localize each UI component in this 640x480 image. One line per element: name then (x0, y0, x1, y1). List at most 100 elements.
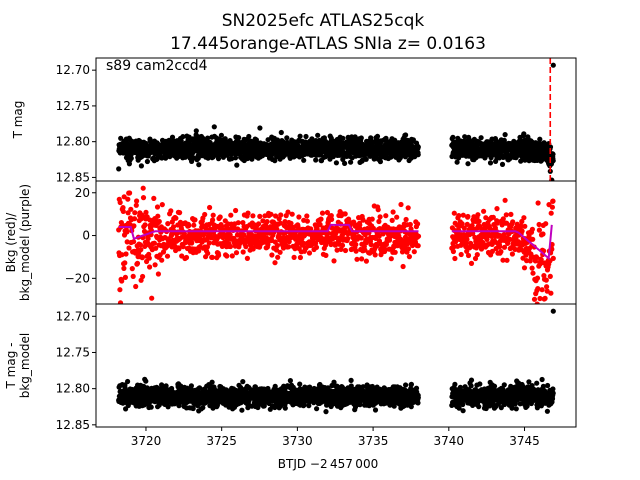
bkg-point (173, 215, 179, 221)
bkg-point (233, 207, 239, 214)
bkg-point (160, 249, 167, 255)
bkg-point (304, 213, 310, 219)
y-axis-label: T mag (11, 101, 25, 140)
bkg-point (354, 256, 360, 262)
bkg-point (372, 252, 378, 258)
data-point (218, 132, 224, 138)
bkg-point (405, 246, 412, 252)
data-point (487, 160, 494, 166)
bkg-point (377, 214, 383, 220)
data-point (450, 134, 456, 140)
bkg-point (177, 210, 183, 216)
data-point (239, 407, 245, 413)
bkg-point (498, 249, 504, 255)
bkg-point (291, 254, 297, 260)
data-point (410, 137, 416, 143)
bkg-point (183, 254, 190, 261)
bkg-point (392, 249, 398, 255)
bkg-point (205, 250, 211, 256)
bkg-point (537, 295, 543, 302)
bkg-point (269, 252, 275, 258)
bkg-point (415, 233, 422, 239)
bkg-point (130, 273, 136, 279)
bkg-point (126, 245, 132, 251)
bkg-point (140, 185, 146, 191)
bkg-point (461, 225, 467, 231)
bkg-point (338, 246, 344, 252)
bkg-point (191, 222, 197, 228)
bkg-point (403, 216, 409, 223)
bkg-point (490, 214, 496, 220)
data-point (193, 128, 199, 134)
bkg-point (494, 206, 500, 212)
bkg-point (531, 296, 538, 302)
bkg-point (458, 251, 464, 258)
bkg-point (544, 318, 549, 323)
outlier-point (550, 62, 556, 68)
bkg-point (176, 246, 182, 252)
bkg-point (474, 252, 480, 258)
data-point (278, 129, 284, 136)
bkg-point (142, 243, 148, 249)
data-point (369, 138, 375, 144)
data-point (377, 159, 383, 165)
data-point (314, 406, 320, 412)
bkg-point (531, 311, 536, 316)
bkg-point (456, 213, 462, 219)
data-points (116, 62, 556, 181)
bkg-point (548, 210, 554, 216)
bkg-point (358, 235, 364, 241)
bkg-point (119, 278, 125, 284)
bkg-point (125, 210, 131, 216)
bkg-point (128, 206, 134, 212)
bkg-point (229, 253, 235, 259)
bkg-point (398, 201, 404, 208)
bkg-point (122, 274, 128, 280)
data-point (180, 134, 186, 140)
bkg-point (535, 200, 541, 206)
bkg-point (548, 290, 554, 296)
data-point (138, 163, 144, 169)
bkg-point (308, 226, 314, 232)
bkg-point (125, 167, 130, 172)
bkg-point (502, 197, 508, 203)
bkg-point (383, 213, 389, 219)
data-point (541, 140, 547, 146)
bkg-point (535, 286, 541, 292)
bkg-point (376, 233, 382, 239)
bkg-point (206, 240, 212, 246)
bkg-point (313, 244, 320, 250)
bkg-point (359, 256, 365, 262)
bkg-point (277, 220, 283, 226)
bkg-point (142, 222, 148, 228)
data-point (116, 166, 122, 172)
bkg-point (522, 223, 528, 229)
bkg-point (200, 222, 206, 229)
bkg-point (415, 243, 421, 249)
bkg-point (519, 228, 525, 234)
bkg-point (345, 235, 351, 242)
bkg-point (140, 195, 147, 201)
bkg-point (268, 211, 274, 217)
data-point (205, 135, 211, 141)
bkg-point (536, 221, 542, 228)
bkg-point (289, 211, 295, 217)
bkg-point (240, 220, 246, 226)
data-point (284, 135, 290, 141)
bkg-point (138, 247, 144, 253)
data-point (335, 385, 341, 391)
bkg-point (243, 244, 249, 250)
bkg-point (324, 209, 330, 216)
bkg-point (334, 247, 340, 253)
bkg-point (370, 225, 376, 231)
bkg-point (297, 254, 303, 261)
data-point (550, 151, 556, 157)
bkg-point (147, 264, 153, 270)
y-axis-label: bkg_model (purple) (18, 184, 32, 301)
bkg-point (275, 254, 281, 260)
data-point (144, 158, 150, 165)
bkg-point (192, 217, 198, 223)
bkg-point (521, 215, 527, 221)
bkg-point (407, 221, 413, 228)
